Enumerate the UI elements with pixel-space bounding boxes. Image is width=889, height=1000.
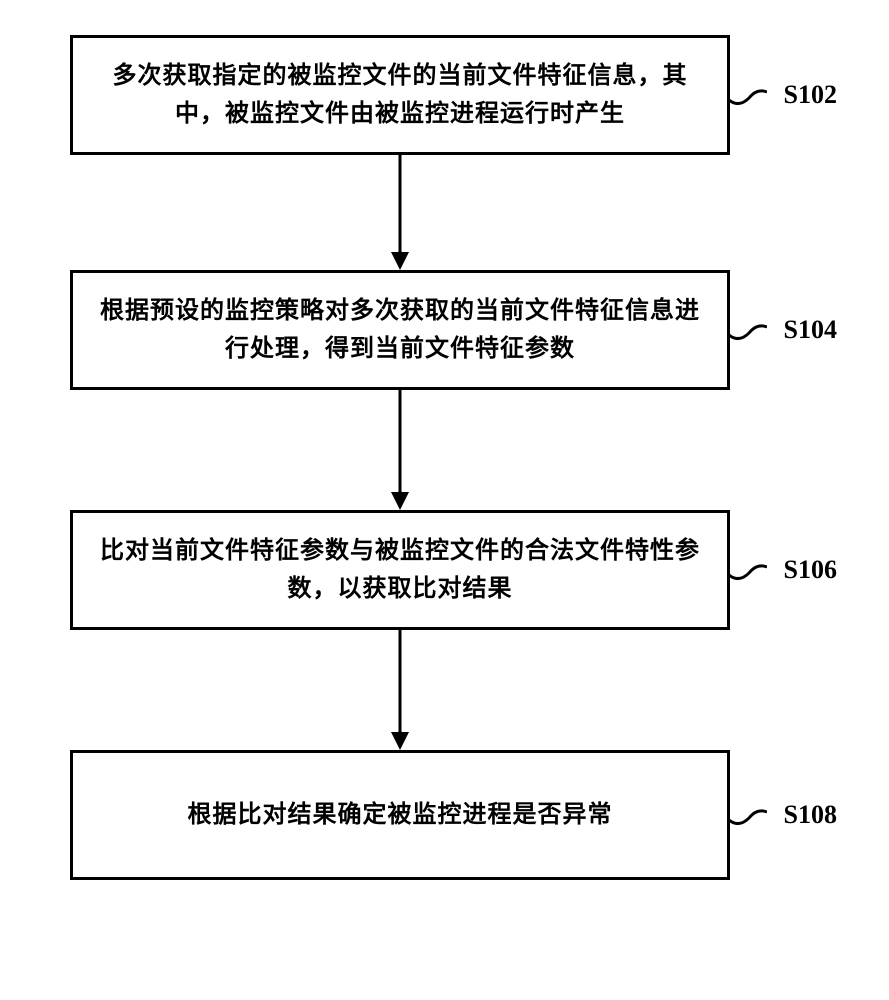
step-text-3: 比对当前文件特征参数与被监控文件的合法文件特性参数，以获取比对结果 [98, 532, 702, 609]
arrow-1 [385, 155, 415, 270]
step-text-2: 根据预设的监控策略对多次获取的当前文件特征信息进行处理，得到当前文件特征参数 [98, 292, 702, 369]
arrow-2 [385, 390, 415, 510]
step-box-2: 根据预设的监控策略对多次获取的当前文件特征信息进行处理，得到当前文件特征参数 S… [70, 270, 730, 390]
connector-curve-2 [729, 315, 767, 345]
step-text-1: 多次获取指定的被监控文件的当前文件特征信息，其中，被监控文件由被监控进程运行时产… [98, 57, 702, 134]
step-label-4: S108 [784, 800, 837, 830]
step-label-3: S106 [784, 555, 837, 585]
arrow-container-1 [70, 155, 730, 270]
step-label-2: S104 [784, 315, 837, 345]
step-text-4: 根据比对结果确定被监控进程是否异常 [188, 796, 613, 834]
step-box-1: 多次获取指定的被监控文件的当前文件特征信息，其中，被监控文件由被监控进程运行时产… [70, 35, 730, 155]
connector-curve-3 [729, 555, 767, 585]
connector-curve-1 [729, 80, 767, 110]
arrow-container-2 [70, 390, 730, 510]
flowchart-container: 多次获取指定的被监控文件的当前文件特征信息，其中，被监控文件由被监控进程运行时产… [70, 35, 850, 880]
step-box-4: 根据比对结果确定被监控进程是否异常 S108 [70, 750, 730, 880]
step-box-3: 比对当前文件特征参数与被监控文件的合法文件特性参数，以获取比对结果 S106 [70, 510, 730, 630]
step-label-1: S102 [784, 80, 837, 110]
arrow-container-3 [70, 630, 730, 750]
connector-curve-4 [729, 800, 767, 830]
arrow-3 [385, 630, 415, 750]
